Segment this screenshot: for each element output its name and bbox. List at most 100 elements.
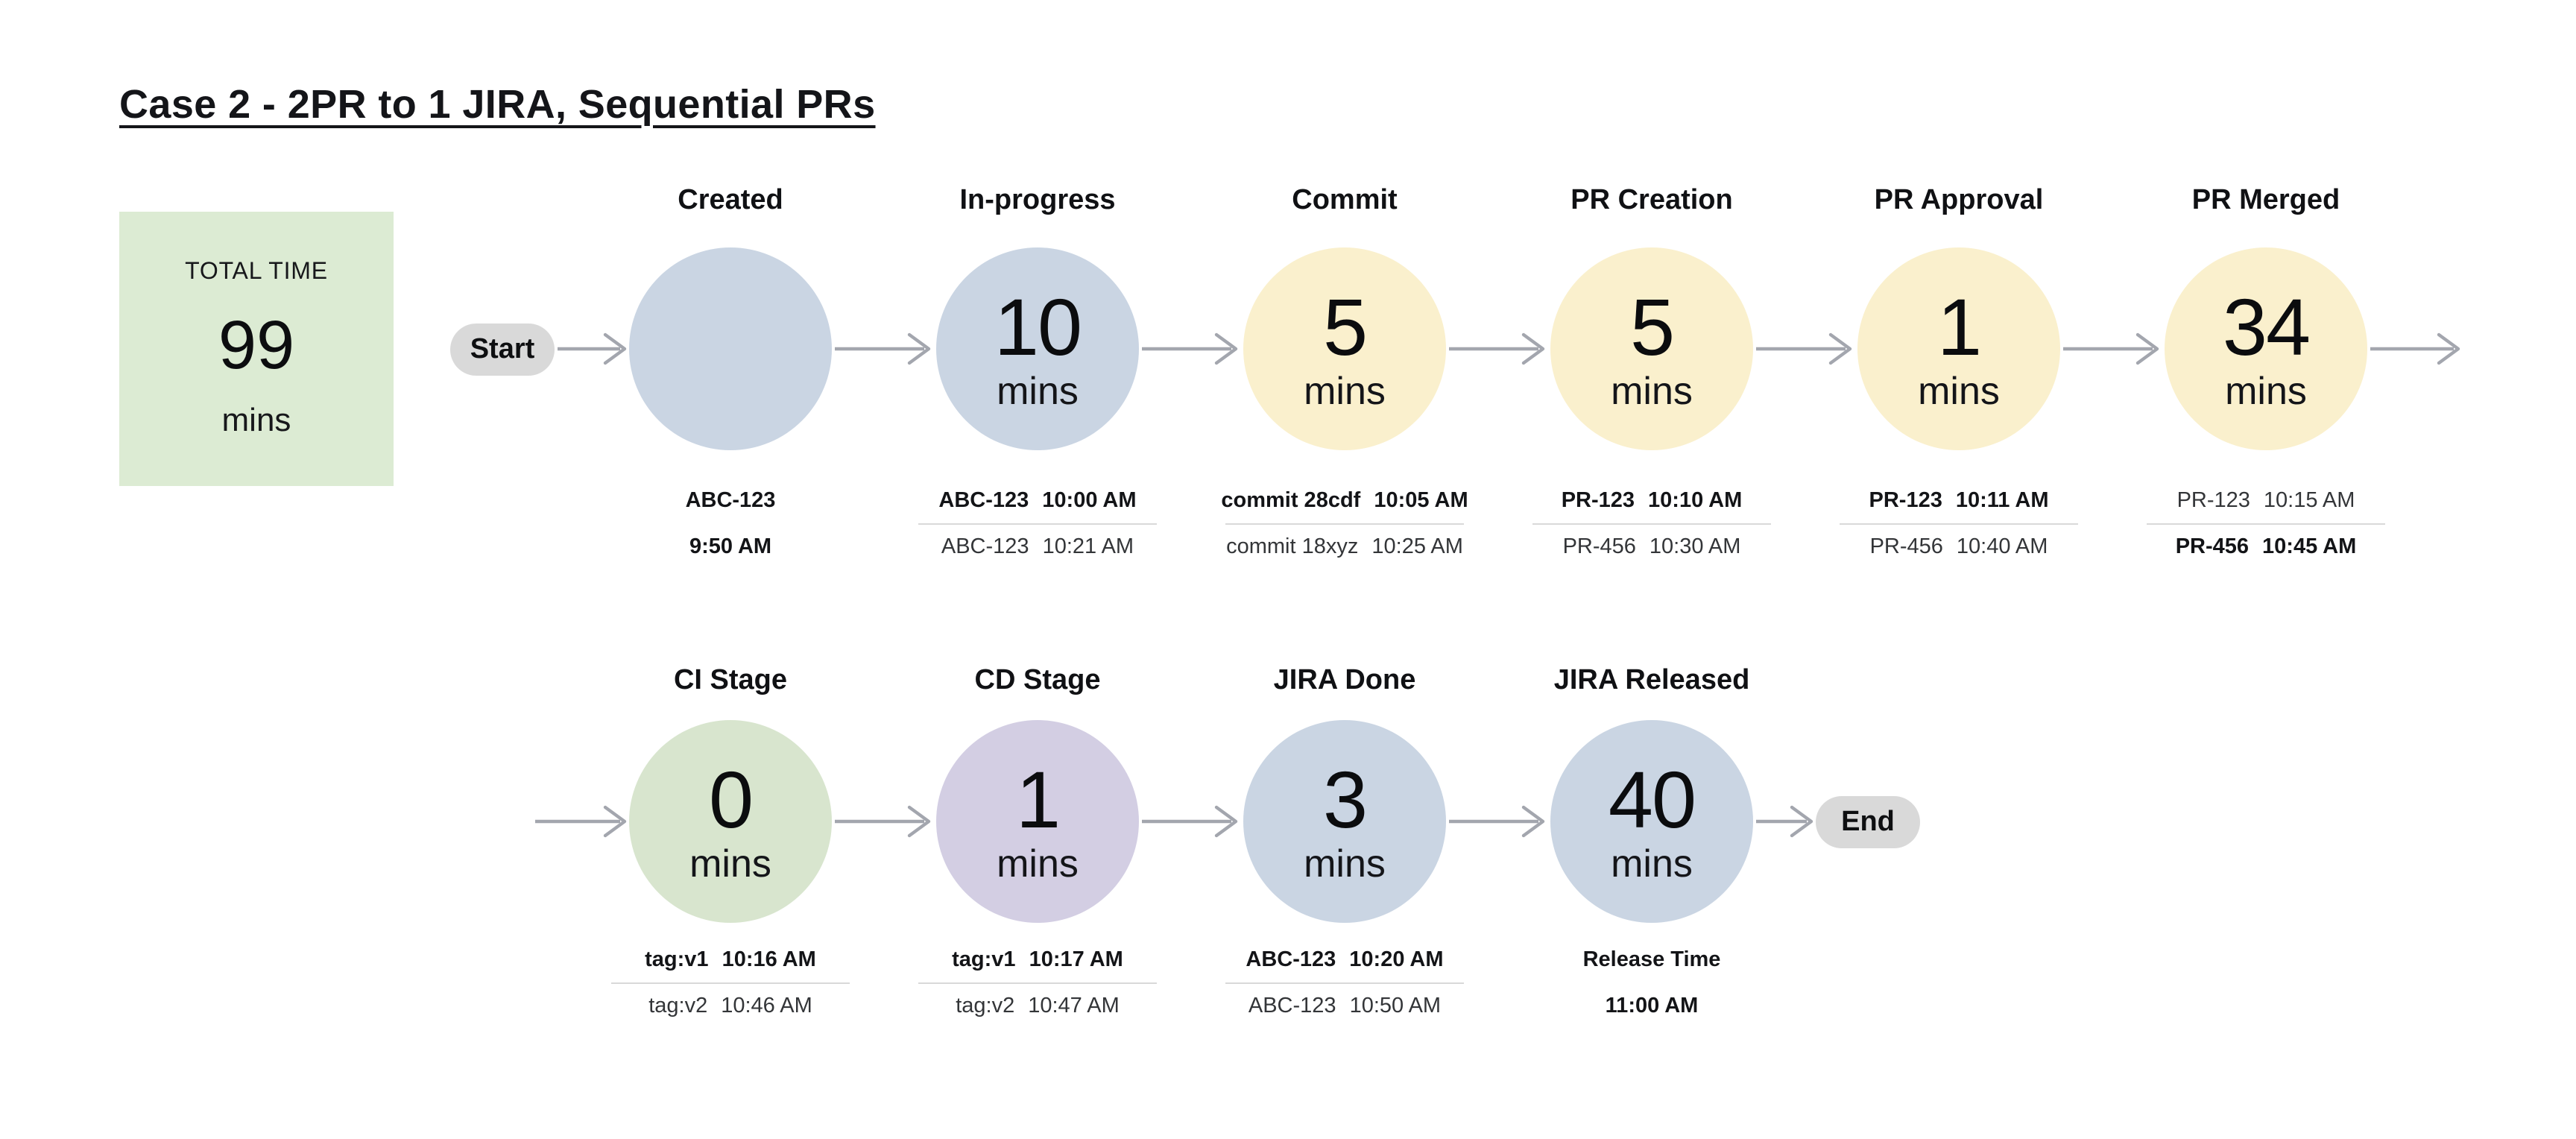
stage-minutes-value: 1 <box>1015 756 1061 845</box>
event-separator <box>1225 982 1464 984</box>
stage-minutes-value: 0 <box>708 756 754 845</box>
event-line: ABC-123 <box>577 485 884 517</box>
event-ref: tag:v1 <box>645 948 709 972</box>
event-ref: PR-123 <box>1869 489 1942 513</box>
stage-events: tag:v1 10:17 AM tag:v2 10:47 AM <box>884 944 1191 1023</box>
stage-events: Release Time 11:00 AM <box>1498 944 1805 1023</box>
event-ref: PR-456 <box>1562 535 1636 559</box>
event-line: ABC-123 10:20 AM <box>1191 944 1498 976</box>
flow-arrow-icon <box>835 328 933 370</box>
stage-minutes-value: 5 <box>1629 283 1675 373</box>
event-ref: PR-123 <box>1561 489 1635 513</box>
event-ref: ABC-123 <box>1248 994 1336 1018</box>
stage-ci-stage: CI Stage 0 mins tag:v1 10:16 AM tag:v2 10:… <box>577 0 884 1139</box>
stage-commit: Commit 5 mins commit 28cdf 10:05 AM commi… <box>1191 0 1498 1139</box>
event-ref: PR-456 <box>2175 535 2250 559</box>
stage-in-progress: In-progress 10 mins ABC-123 10:00 AM ABC-… <box>884 0 1191 1139</box>
stage-minutes-unit: mins <box>997 841 1079 886</box>
stage-node: 10 mins <box>936 247 1139 450</box>
stage-events: PR-123 10:10 AM PR-456 10:30 AM <box>1498 485 1805 564</box>
event-ref: Release Time <box>1582 948 1721 972</box>
flow-arrow-icon <box>535 801 629 842</box>
event-time: 10:16 AM <box>722 948 816 972</box>
stage-node: 5 mins <box>1243 247 1446 450</box>
stage-label: CD Stage <box>974 665 1101 696</box>
flow-arrow-icon <box>1449 328 1547 370</box>
stage-jira-done: JIRA Done 3 mins ABC-123 10:20 AM ABC-123… <box>1191 0 1498 1139</box>
stage-minutes-value: 40 <box>1608 756 1696 845</box>
event-time: 10:21 AM <box>1042 535 1134 559</box>
stage-label: PR Creation <box>1570 185 1733 216</box>
stage-minutes-unit: mins <box>997 368 1079 413</box>
stage-jira-released: JIRA Released 40 mins Release Time 11:00… <box>1498 0 1805 1139</box>
stage-label: Commit <box>1292 185 1398 216</box>
event-ref: ABC-123 <box>941 535 1029 559</box>
event-time: 10:50 AM <box>1349 994 1442 1018</box>
flow-arrow-icon <box>2063 328 2162 370</box>
stage-events: tag:v1 10:16 AM tag:v2 10:46 AM <box>577 944 884 1023</box>
event-time: 10:30 AM <box>1649 535 1741 559</box>
event-time: 10:46 AM <box>721 994 812 1018</box>
stage-pr-approval: PR Approval 1 mins PR-123 10:11 AM PR-456… <box>1805 0 2112 1139</box>
event-separator <box>1840 523 2078 525</box>
event-time: 10:47 AM <box>1028 994 1120 1018</box>
stage-events: PR-123 10:15 AM PR-456 10:45 AM <box>2112 485 2419 564</box>
flow-arrow-icon <box>1142 328 1240 370</box>
flow-arrow-icon <box>1756 801 1816 842</box>
event-time: 9:50 AM <box>689 535 772 559</box>
flow-arrow-icon <box>1756 328 1854 370</box>
event-line: PR-123 10:10 AM <box>1498 485 1805 517</box>
event-line: ABC-123 10:00 AM <box>884 485 1191 517</box>
flow-arrow-icon <box>1449 801 1547 842</box>
start-pill: Start <box>450 324 555 376</box>
stage-minutes-value: 34 <box>2222 283 2311 373</box>
event-ref: PR-123 <box>2176 489 2250 513</box>
event-line: tag:v2 10:47 AM <box>884 990 1191 1023</box>
page-title: Case 2 - 2PR to 1 JIRA, Sequential PRs <box>119 82 876 127</box>
stage-node: 5 mins <box>1550 247 1753 450</box>
event-line: PR-456 10:30 AM <box>1498 531 1805 564</box>
event-separator <box>611 982 850 984</box>
stage-label: PR Merged <box>2191 185 2340 216</box>
stage-minutes-unit: mins <box>1304 368 1386 413</box>
flow-arrow-icon <box>1142 801 1240 842</box>
event-ref: PR-456 <box>1869 535 1943 559</box>
stage-label: CI Stage <box>673 665 788 696</box>
event-line: tag:v1 10:16 AM <box>577 944 884 976</box>
event-separator <box>2147 523 2385 525</box>
event-line: PR-456 10:45 AM <box>2112 531 2419 564</box>
stage-events: ABC-123 10:20 AM ABC-123 10:50 AM <box>1191 944 1498 1023</box>
stage-node: 3 mins <box>1243 720 1446 923</box>
event-ref: commit 28cdf <box>1221 489 1361 513</box>
event-ref: commit 18xyz <box>1226 535 1359 559</box>
event-time: 11:00 AM <box>1605 994 1699 1018</box>
stage-minutes-unit: mins <box>1918 368 2000 413</box>
event-time: 10:40 AM <box>1956 535 2048 559</box>
stage-label: In-progress <box>959 185 1116 216</box>
event-time: 10:20 AM <box>1349 948 1444 972</box>
flow-arrow-icon <box>835 801 933 842</box>
event-line: ABC-123 10:21 AM <box>884 531 1191 564</box>
event-ref: tag:v2 <box>648 994 708 1018</box>
stage-events: PR-123 10:11 AM PR-456 10:40 AM <box>1805 485 2112 564</box>
event-ref: tag:v2 <box>956 994 1015 1018</box>
event-line: PR-123 10:15 AM <box>2112 485 2419 517</box>
stage-cd-stage: CD Stage 1 mins tag:v1 10:17 AM tag:v2 10:… <box>884 0 1191 1139</box>
event-time: 10:25 AM <box>1371 535 1463 559</box>
flow-arrow-icon <box>558 328 629 370</box>
stage-node: 1 mins <box>936 720 1139 923</box>
stage-minutes-unit: mins <box>1611 368 1693 413</box>
stage-created: Created ABC-123 9:50 AM <box>577 0 884 1139</box>
event-separator <box>918 523 1157 525</box>
stage-minutes-unit: mins <box>2225 368 2307 413</box>
stage-label: PR Approval <box>1874 185 2044 216</box>
stage-events: ABC-123 9:50 AM <box>577 485 884 564</box>
stage-pr-creation: PR Creation 5 mins PR-123 10:10 AM PR-456… <box>1498 0 1805 1139</box>
total-time-value: 99 <box>218 306 295 383</box>
total-time-label: TOTAL TIME <box>185 259 328 285</box>
event-separator <box>1225 523 1464 525</box>
event-line: commit 18xyz 10:25 AM <box>1191 531 1498 564</box>
event-line: Release Time <box>1498 944 1805 976</box>
stage-label: JIRA Done <box>1273 665 1416 696</box>
